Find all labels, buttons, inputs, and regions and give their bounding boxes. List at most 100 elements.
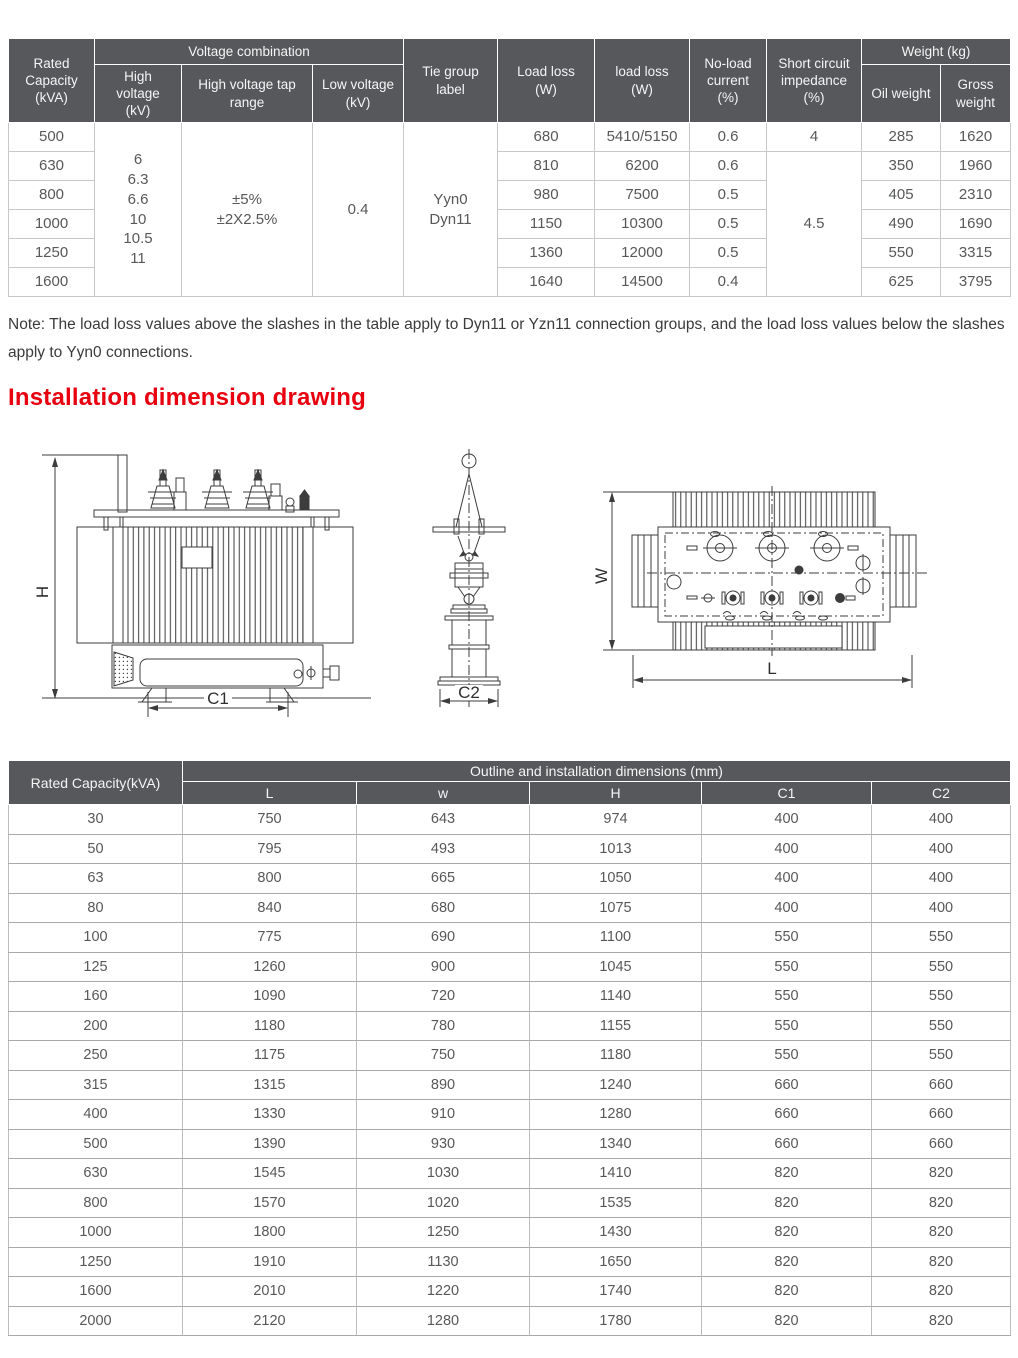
header-low-voltage: Low voltage (kV) xyxy=(311,64,405,123)
table-row: 630 810 6200 0.6 4.5 350 1960 xyxy=(8,151,1012,297)
table-cell: 3795 xyxy=(940,267,1012,297)
table-row: 80 840 680 1075 400 400 xyxy=(8,892,1011,923)
table-cell: 1220 xyxy=(356,1276,530,1307)
merged-high-voltage: 6 6.3 6.6 10 10.5 11 xyxy=(94,122,182,297)
table-cell: 7500 xyxy=(594,180,691,210)
l-dimension-label: L xyxy=(767,659,776,678)
table-row: 500 6 6.3 6.6 10 10.5 11 ±5% ±2X2.5% 0.4… xyxy=(8,122,1012,297)
header-rated-capacity: Rated Capacity(kVA) xyxy=(8,760,183,805)
table-cell: 1410 xyxy=(529,1158,702,1189)
table-row: 1600 1640 14500 0.4 625 3795 xyxy=(8,267,1012,297)
table-cell: 820 xyxy=(871,1305,1011,1336)
table-cell: 10300 xyxy=(594,209,691,239)
table-cell: 1600 xyxy=(8,1276,183,1307)
table-cell: 1180 xyxy=(182,1010,357,1041)
header-c2: C2 xyxy=(871,781,1011,805)
table-cell: 1155 xyxy=(529,1010,702,1041)
table-cell: 400 xyxy=(701,804,872,835)
table-cell: 550 xyxy=(861,238,942,268)
table-cell: 490 xyxy=(861,209,942,239)
table-cell: 750 xyxy=(356,1040,530,1071)
table-row: 100 775 690 1100 550 550 xyxy=(8,922,1011,953)
table-cell: 1000 xyxy=(8,1217,183,1248)
table-cell: 400 xyxy=(871,804,1011,835)
note-text: Note: The load loss values above the sla… xyxy=(8,316,1005,361)
merged-tap-range: ±5% ±2X2.5% xyxy=(181,122,313,297)
table-row: 250 1175 750 1180 550 550 xyxy=(8,1040,1011,1071)
table-cell: 1250 xyxy=(8,238,95,268)
header-tie-group: Tie group label xyxy=(403,38,499,123)
h-dimension-label: H xyxy=(33,586,52,598)
table-cell: 1150 xyxy=(497,209,596,239)
top-view-drawing: W L xyxy=(595,450,995,700)
table-row: 400 1330 910 1280 660 660 xyxy=(8,1099,1011,1130)
table-cell: 1180 xyxy=(529,1040,702,1071)
table-cell: 50 xyxy=(8,833,183,864)
header-load-loss-1: Load loss (W) xyxy=(497,38,596,123)
table-cell: 820 xyxy=(871,1158,1011,1189)
table-cell: 400 xyxy=(701,863,872,894)
table-cell: 1000 xyxy=(8,209,95,239)
table-cell: 1140 xyxy=(529,981,702,1012)
table-cell: 665 xyxy=(356,863,530,894)
table-cell: 500 xyxy=(8,122,95,152)
table-cell: 1175 xyxy=(182,1040,357,1071)
table-cell: 1545 xyxy=(182,1158,357,1189)
header-oil-weight: Oil weight xyxy=(861,64,942,123)
table-cell: 840 xyxy=(182,892,357,923)
header-outline-dimensions: Outline and installation dimensions (mm) xyxy=(182,760,1011,782)
table-cell: 550 xyxy=(871,1040,1011,1071)
header-short-circuit: Short circuit impedance (%) xyxy=(766,38,863,123)
table-row: 63 800 665 1050 400 400 xyxy=(8,863,1011,894)
table-row: 630 1545 1030 1410 820 820 xyxy=(8,1158,1011,1189)
header-voltage-combination: Voltage combination xyxy=(93,38,405,65)
table-cell: 1250 xyxy=(356,1217,530,1248)
table-cell: 1800 xyxy=(182,1217,357,1248)
table-row: 800 1570 1020 1535 820 820 xyxy=(8,1187,1011,1218)
table-cell: 800 xyxy=(8,1187,183,1218)
table-cell: 1360 xyxy=(497,238,596,268)
table-cell: 820 xyxy=(701,1217,872,1248)
table-cell: 550 xyxy=(871,981,1011,1012)
table-cell: 980 xyxy=(497,180,596,210)
table-cell: 820 xyxy=(871,1246,1011,1277)
table-cell: 550 xyxy=(871,1010,1011,1041)
table-cell: 0.6 xyxy=(689,122,768,152)
header-gross-weight: Gross weight xyxy=(940,64,1012,123)
table-cell: 2310 xyxy=(940,180,1012,210)
table-cell: 660 xyxy=(871,1099,1011,1130)
table-cell: 820 xyxy=(871,1217,1011,1248)
table-cell: 680 xyxy=(356,892,530,923)
header-l: L xyxy=(182,781,357,805)
table-cell: 1090 xyxy=(182,981,357,1012)
table-cell: 493 xyxy=(356,833,530,864)
table-cell: 400 xyxy=(871,833,1011,864)
spec-table: Rated Capacity (kVA) Voltage combination… xyxy=(8,38,1012,297)
table-cell: 0.5 xyxy=(689,209,768,239)
table-cell: 1910 xyxy=(182,1246,357,1277)
table-cell: 125 xyxy=(8,951,183,982)
table-cell: 1535 xyxy=(529,1187,702,1218)
table-cell: 1620 xyxy=(940,122,1012,152)
table-cell: 1100 xyxy=(529,922,702,953)
table-cell: 100 xyxy=(8,922,183,953)
table-cell: 690 xyxy=(356,922,530,953)
table-cell: 1045 xyxy=(529,951,702,982)
c1-dimension-label: C1 xyxy=(207,689,229,708)
table-row: 160 1090 720 1140 550 550 xyxy=(8,981,1011,1012)
table-cell: 1130 xyxy=(356,1246,530,1277)
table-cell: 820 xyxy=(701,1158,872,1189)
table-cell: 400 xyxy=(8,1099,183,1130)
table-cell: 800 xyxy=(182,863,357,894)
table-cell: 550 xyxy=(871,951,1011,982)
table-cell: 550 xyxy=(701,1040,872,1071)
table-row: 200 1180 780 1155 550 550 xyxy=(8,1010,1011,1041)
merged-impedance-2: 4.5 xyxy=(766,151,863,297)
table-row: 1600 2010 1220 1740 820 820 xyxy=(8,1276,1011,1307)
table-row: 30 750 643 974 400 400 xyxy=(8,804,1011,835)
table-cell: 1075 xyxy=(529,892,702,923)
table-cell: 1280 xyxy=(356,1305,530,1336)
header-c1: C1 xyxy=(701,781,872,805)
table-cell: 820 xyxy=(701,1246,872,1277)
table-cell: 5410/5150 xyxy=(594,122,691,152)
